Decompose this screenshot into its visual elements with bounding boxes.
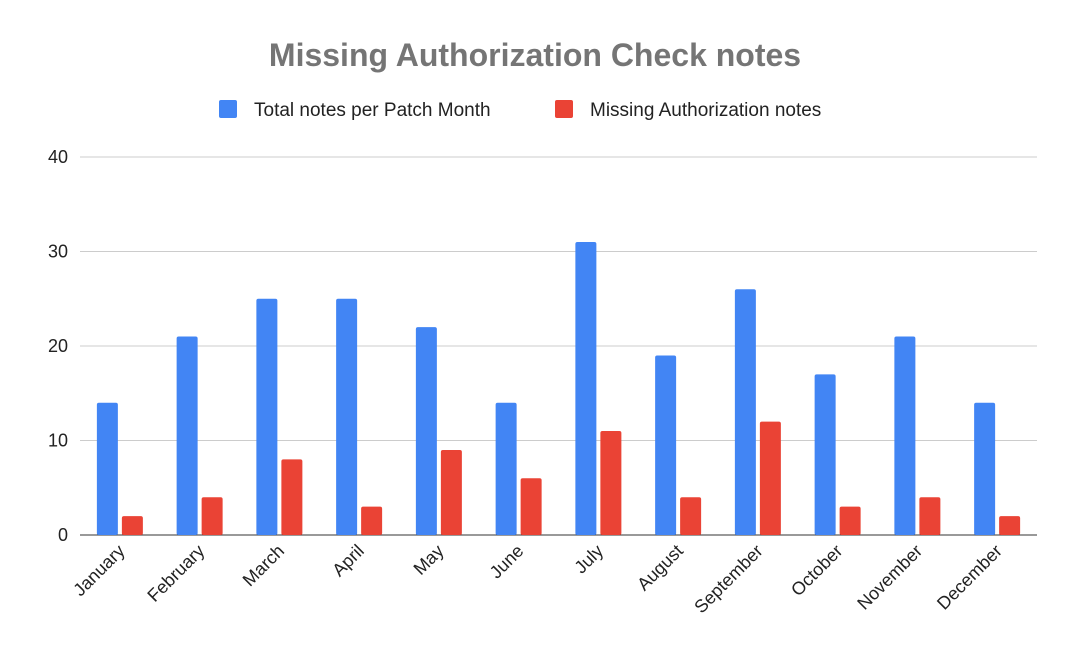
bar-january-series-0 <box>96 402 118 535</box>
legend-label-1: Missing Authorization notes <box>590 100 821 121</box>
bar-march-series-0 <box>256 298 278 535</box>
gridlines: 0 10 20 30 40 <box>48 147 1037 545</box>
bar-november-series-1 <box>919 497 941 535</box>
x-tick-label: July <box>570 541 607 578</box>
bar-june-series-1 <box>520 478 542 535</box>
x-axis-labels: January February March April May June July Augu… <box>69 541 1006 617</box>
bar-july-series-0 <box>575 242 597 536</box>
bar-november-series-0 <box>894 336 916 535</box>
x-tick-label: March <box>239 541 289 591</box>
bars <box>96 242 1021 536</box>
bar-july-series-1 <box>600 431 622 535</box>
bar-september-series-0 <box>734 289 756 535</box>
x-tick-label: November <box>853 541 926 614</box>
bar-october-series-0 <box>814 374 836 535</box>
chart-title: Missing Authorization Check notes <box>269 37 801 73</box>
y-tick-label: 40 <box>48 147 68 167</box>
legend-label-0: Total notes per Patch Month <box>254 100 491 121</box>
bar-december-series-1 <box>999 516 1021 535</box>
x-tick-label: February <box>143 541 208 606</box>
bar-april-series-0 <box>336 298 358 535</box>
x-tick-label: January <box>69 541 128 600</box>
bar-october-series-1 <box>839 506 861 535</box>
y-tick-label: 10 <box>48 431 68 451</box>
y-tick-label: 30 <box>48 242 68 262</box>
legend: Total notes per Patch Month Missing Autho… <box>219 100 821 121</box>
bar-august-series-1 <box>680 497 702 535</box>
x-tick-label: December <box>933 541 1006 614</box>
x-tick-label: October <box>787 541 846 600</box>
bar-december-series-0 <box>974 402 996 535</box>
legend-swatch-1 <box>555 100 573 118</box>
bar-february-series-0 <box>176 336 198 535</box>
bar-february-series-1 <box>201 497 223 535</box>
bar-may-series-0 <box>415 327 437 535</box>
x-tick-label: September <box>690 541 766 617</box>
bar-june-series-0 <box>495 402 517 535</box>
legend-swatch-0 <box>219 100 237 118</box>
bar-january-series-1 <box>121 516 143 535</box>
x-tick-label: May <box>410 541 448 579</box>
bar-march-series-1 <box>281 459 303 535</box>
bar-may-series-1 <box>440 449 462 535</box>
bar-september-series-1 <box>759 421 781 535</box>
bar-april-series-1 <box>361 506 383 535</box>
x-tick-label: August <box>633 541 687 595</box>
y-tick-label: 0 <box>58 525 68 545</box>
x-tick-label: June <box>486 541 528 583</box>
x-tick-label: April <box>328 541 368 581</box>
y-tick-label: 20 <box>48 336 68 356</box>
bar-august-series-0 <box>655 355 677 535</box>
